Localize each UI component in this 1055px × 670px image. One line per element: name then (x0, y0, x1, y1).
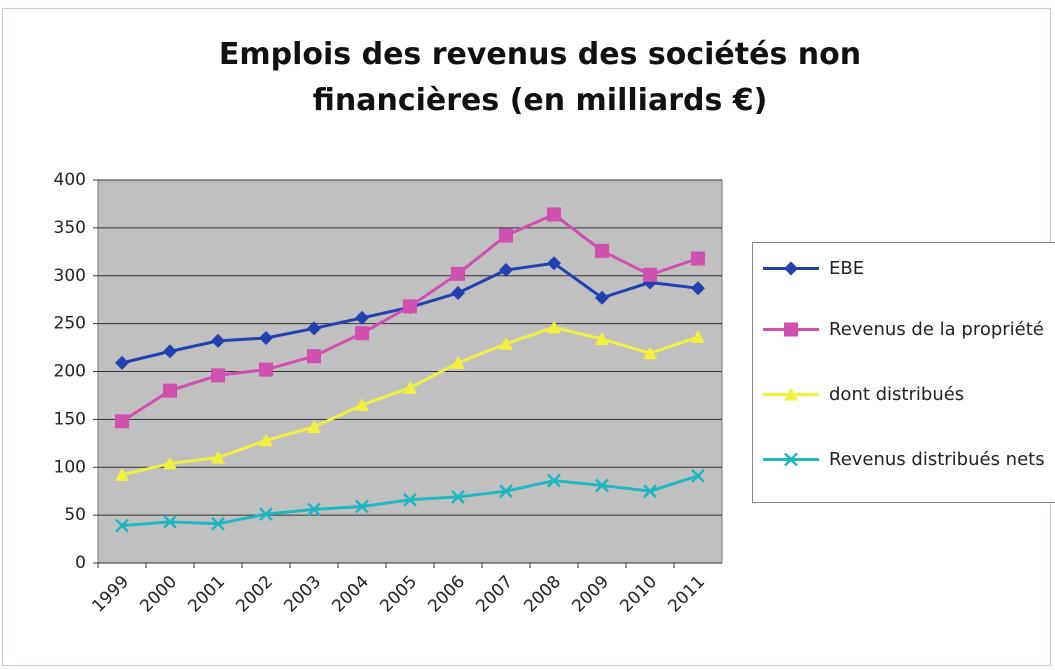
marker (643, 267, 657, 282)
marker (784, 452, 798, 467)
x-tick-label: 2005 (376, 572, 421, 617)
marker (163, 456, 177, 470)
marker (547, 473, 561, 488)
marker (259, 433, 273, 447)
marker (211, 516, 225, 531)
legend-swatch (763, 452, 819, 467)
x-tick-label: 1999 (88, 572, 133, 617)
marker (163, 514, 177, 529)
marker (115, 518, 129, 533)
legend-label: Revenus distribués nets (829, 449, 1045, 470)
legend-swatch (763, 261, 819, 276)
marker (355, 326, 369, 341)
y-tick-label: 100 (54, 457, 86, 477)
marker (691, 468, 705, 483)
marker (784, 387, 798, 401)
x-tick-label: 2008 (520, 572, 565, 617)
x-tick-label: 2010 (616, 572, 661, 617)
marker (163, 383, 177, 398)
marker (259, 362, 273, 377)
marker (355, 398, 369, 412)
x-tick-label: 2009 (568, 572, 613, 617)
y-tick-label: 250 (54, 314, 86, 334)
marker (307, 420, 321, 434)
marker (451, 285, 465, 300)
legend-label: Revenus de la propriété (829, 319, 1044, 340)
marker (163, 344, 177, 359)
marker (115, 414, 129, 429)
x-tick-label: 2007 (472, 572, 517, 617)
legend-swatch (763, 387, 819, 401)
legend-label: dont distribués (829, 384, 965, 405)
marker (595, 478, 609, 493)
marker (784, 322, 798, 337)
marker (403, 492, 417, 507)
marker (403, 299, 417, 314)
marker (451, 490, 465, 504)
marker (691, 281, 705, 296)
marker (451, 266, 465, 281)
marker (307, 349, 321, 364)
marker (115, 467, 129, 481)
marker (211, 450, 225, 464)
chart-title: Emplois des revenus des sociétés non fin… (218, 37, 862, 118)
x-tick-label: 2000 (136, 572, 181, 617)
marker (643, 346, 657, 360)
marker (403, 380, 417, 394)
marker (547, 320, 561, 334)
y-tick-label: 0 (75, 553, 86, 573)
marker (211, 333, 225, 348)
y-tick-label: 50 (64, 505, 86, 525)
y-tick-label: 350 (54, 218, 86, 238)
marker (547, 256, 561, 271)
marker (499, 228, 513, 243)
marker (355, 310, 369, 325)
marker (784, 261, 798, 276)
marker (355, 499, 369, 514)
x-tick-label: 2003 (280, 572, 325, 617)
y-tick-label: 150 (54, 409, 86, 429)
marker (259, 507, 273, 522)
y-tick-label: 300 (54, 266, 86, 286)
marker (595, 243, 609, 258)
marker (499, 484, 513, 499)
marker (307, 502, 321, 517)
marker (499, 263, 513, 278)
marker (595, 290, 609, 305)
marker (115, 355, 129, 370)
marker (259, 330, 273, 345)
x-tick-label: 2001 (184, 572, 229, 617)
legend-swatch (763, 322, 819, 337)
legend-label: EBE (829, 258, 865, 279)
x-tick-label: 2006 (424, 572, 469, 617)
marker (211, 368, 225, 383)
marker (643, 484, 657, 499)
marker (547, 207, 561, 222)
legend: EBE Revenus de la propriété dont distribué… (752, 242, 1055, 503)
x-tick-label: 2011 (664, 572, 709, 617)
y-tick-label: 400 (54, 170, 86, 190)
marker (451, 355, 465, 369)
y-tick-label: 200 (54, 362, 86, 382)
marker (307, 321, 321, 336)
x-tick-label: 2004 (328, 572, 373, 617)
marker (499, 336, 513, 350)
marker (691, 251, 705, 266)
marker (691, 330, 705, 344)
x-tick-label: 2002 (232, 572, 277, 617)
marker (595, 331, 609, 345)
